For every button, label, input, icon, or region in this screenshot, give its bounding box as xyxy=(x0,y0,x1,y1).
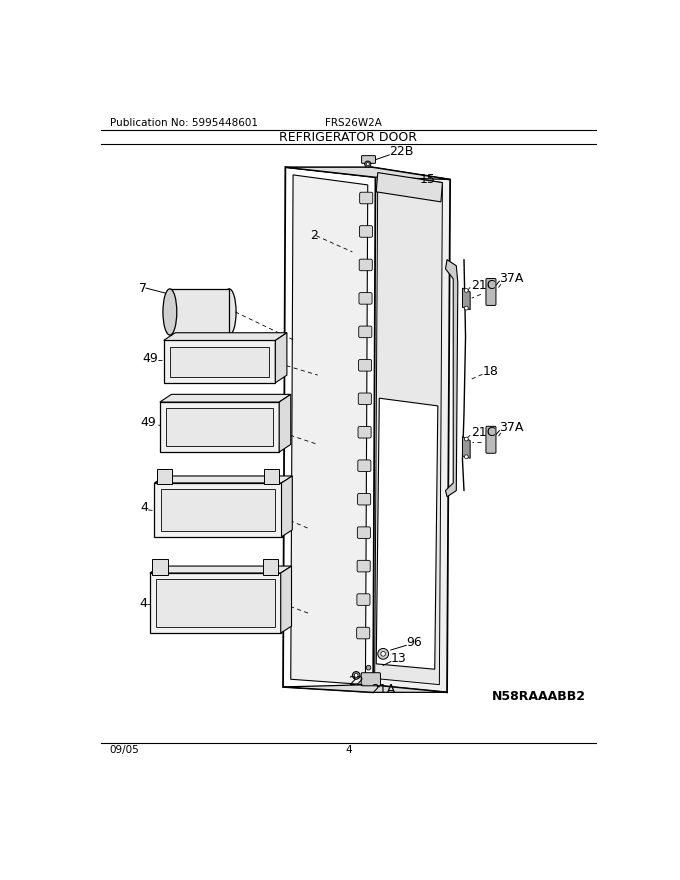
FancyBboxPatch shape xyxy=(360,192,373,204)
FancyBboxPatch shape xyxy=(360,225,373,238)
Text: Publication No: 5995448601: Publication No: 5995448601 xyxy=(109,118,258,128)
Polygon shape xyxy=(170,289,229,335)
Text: 21C: 21C xyxy=(471,426,496,439)
Polygon shape xyxy=(160,402,279,452)
Polygon shape xyxy=(264,469,279,484)
FancyBboxPatch shape xyxy=(359,293,372,304)
Text: 4: 4 xyxy=(139,598,147,611)
Polygon shape xyxy=(369,167,450,693)
Polygon shape xyxy=(166,408,273,446)
Polygon shape xyxy=(157,469,172,484)
Text: 15: 15 xyxy=(420,173,435,186)
Polygon shape xyxy=(160,394,291,402)
Circle shape xyxy=(464,289,469,292)
Ellipse shape xyxy=(222,289,236,335)
Polygon shape xyxy=(462,288,470,310)
Polygon shape xyxy=(282,476,292,537)
Polygon shape xyxy=(154,476,292,483)
Text: 4: 4 xyxy=(345,745,352,755)
Text: 09/05: 09/05 xyxy=(109,745,139,755)
Circle shape xyxy=(464,455,469,458)
Text: 4: 4 xyxy=(141,501,148,514)
FancyBboxPatch shape xyxy=(361,672,380,686)
FancyBboxPatch shape xyxy=(357,561,370,572)
Polygon shape xyxy=(283,685,447,693)
FancyBboxPatch shape xyxy=(486,426,496,453)
Text: FRS26W2A: FRS26W2A xyxy=(326,118,382,128)
Circle shape xyxy=(367,665,371,670)
Circle shape xyxy=(367,163,369,165)
Circle shape xyxy=(364,161,371,167)
Circle shape xyxy=(464,306,469,310)
Polygon shape xyxy=(152,559,167,575)
FancyBboxPatch shape xyxy=(358,393,371,405)
Polygon shape xyxy=(154,483,282,537)
Text: 37A: 37A xyxy=(499,272,524,284)
FancyBboxPatch shape xyxy=(362,156,375,164)
Polygon shape xyxy=(156,579,275,627)
Circle shape xyxy=(352,671,360,679)
Text: 7: 7 xyxy=(139,282,147,295)
FancyBboxPatch shape xyxy=(358,427,371,438)
Polygon shape xyxy=(462,436,470,458)
Text: 21A: 21A xyxy=(371,683,396,696)
Text: N58RAAABB2: N58RAAABB2 xyxy=(492,690,585,703)
Polygon shape xyxy=(376,172,443,202)
Text: REFRIGERATOR DOOR: REFRIGERATOR DOOR xyxy=(279,130,418,143)
FancyBboxPatch shape xyxy=(486,278,496,305)
Polygon shape xyxy=(275,333,287,383)
Polygon shape xyxy=(160,489,275,531)
FancyBboxPatch shape xyxy=(359,259,372,271)
Circle shape xyxy=(464,437,469,441)
Text: 22B: 22B xyxy=(390,145,413,158)
FancyBboxPatch shape xyxy=(357,627,370,639)
Polygon shape xyxy=(279,394,291,452)
Text: 49: 49 xyxy=(142,352,158,364)
Text: 37A: 37A xyxy=(499,421,524,434)
Polygon shape xyxy=(286,167,450,180)
Text: 49: 49 xyxy=(141,416,156,429)
Text: 18: 18 xyxy=(483,364,498,378)
Circle shape xyxy=(381,651,386,656)
Circle shape xyxy=(378,649,388,659)
Polygon shape xyxy=(164,333,287,341)
Text: 21C: 21C xyxy=(471,278,496,291)
FancyBboxPatch shape xyxy=(358,360,371,371)
Text: 13: 13 xyxy=(391,652,407,665)
FancyBboxPatch shape xyxy=(358,460,371,472)
Polygon shape xyxy=(170,347,269,377)
FancyBboxPatch shape xyxy=(358,494,371,505)
FancyBboxPatch shape xyxy=(359,326,372,338)
Polygon shape xyxy=(150,573,281,633)
Text: 22: 22 xyxy=(348,675,364,688)
Circle shape xyxy=(354,673,358,678)
Polygon shape xyxy=(281,566,292,633)
FancyBboxPatch shape xyxy=(358,527,371,539)
Text: 2: 2 xyxy=(310,229,318,242)
Text: 96: 96 xyxy=(406,635,422,649)
Polygon shape xyxy=(375,172,443,685)
Polygon shape xyxy=(291,175,368,685)
Polygon shape xyxy=(164,341,275,383)
Polygon shape xyxy=(286,167,375,177)
FancyBboxPatch shape xyxy=(357,594,370,605)
Polygon shape xyxy=(263,559,278,575)
Polygon shape xyxy=(150,566,292,573)
Polygon shape xyxy=(283,167,375,693)
Ellipse shape xyxy=(163,289,177,335)
Polygon shape xyxy=(376,398,438,669)
Polygon shape xyxy=(445,260,458,496)
